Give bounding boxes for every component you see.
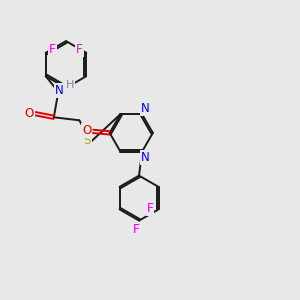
Text: F: F: [76, 43, 83, 56]
Text: N: N: [141, 151, 150, 164]
Text: H: H: [65, 80, 74, 90]
Text: F: F: [147, 202, 153, 215]
Text: O: O: [25, 107, 34, 120]
Text: N: N: [141, 102, 150, 115]
Text: S: S: [83, 134, 91, 147]
Text: O: O: [82, 124, 91, 137]
Text: F: F: [49, 43, 56, 56]
Text: N: N: [55, 84, 64, 97]
Text: F: F: [133, 223, 139, 236]
